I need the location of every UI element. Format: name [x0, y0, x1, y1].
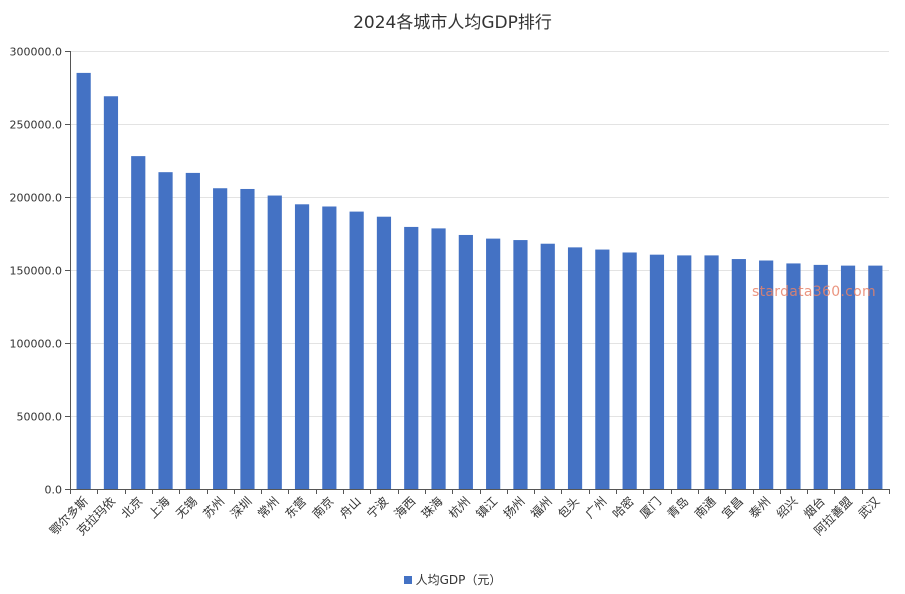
chart-title: 2024各城市人均GDP排行: [353, 13, 552, 33]
bar: [595, 249, 610, 489]
y-tick-label: 150000.0: [10, 265, 63, 278]
x-tick-label: 扬州: [500, 494, 528, 522]
y-tick-label: 0.0: [45, 484, 63, 497]
x-tick-label: 舟山: [337, 494, 364, 521]
x-tick-label: 深圳: [228, 494, 255, 521]
bar: [704, 255, 719, 489]
bar: [240, 188, 255, 489]
x-tick-label: 哈密: [609, 494, 637, 522]
x-tick-label: 厦门: [636, 494, 664, 522]
grid-lines: [70, 51, 889, 417]
bar: [267, 195, 282, 490]
bar: [103, 96, 119, 489]
bar: [622, 252, 637, 489]
x-tick-label: 海西: [391, 494, 419, 522]
bar: [376, 216, 392, 489]
bar: [158, 172, 173, 489]
x-tick-label: 福州: [527, 494, 555, 522]
x-tick-label: 无锡: [172, 494, 200, 522]
legend[interactable]: 人均GDP（元）: [0, 571, 905, 588]
x-tick-label: 苏州: [200, 494, 227, 521]
bar: [731, 259, 746, 489]
y-tick-label: 300000.0: [10, 46, 63, 59]
x-tick-label: 北京: [118, 494, 145, 521]
bar: [76, 72, 91, 490]
x-tick-label: 宜昌: [718, 494, 746, 522]
bar: [813, 264, 828, 489]
x-tick-label: 常州: [255, 494, 282, 521]
bar: [840, 265, 856, 489]
y-tick-label: 100000.0: [10, 338, 63, 351]
x-tick-label: 镇江: [473, 494, 500, 521]
bar: [131, 156, 146, 489]
bar: [185, 172, 200, 489]
x-tick-label: 南通: [691, 494, 719, 522]
bar: [349, 211, 364, 489]
x-tick-label: 上海: [145, 494, 173, 522]
bar: [513, 240, 528, 489]
bar: [213, 188, 228, 490]
watermark-text: stardata360.com: [752, 284, 876, 300]
x-tick-label: 南京: [309, 494, 337, 522]
y-axis-ticks: 0.0 50000.0 100000.0 150000.0 200000.0 250000…: [10, 46, 70, 497]
bar: [786, 263, 801, 489]
bar: [567, 247, 583, 489]
bar: [759, 260, 774, 489]
bar: [431, 228, 446, 489]
x-tick-label: 青岛: [664, 494, 692, 522]
bar: [294, 204, 310, 490]
bar: [486, 238, 501, 489]
x-tick-label: 杭州: [445, 494, 473, 522]
bar: [458, 234, 473, 489]
bar: [677, 255, 692, 489]
x-tick-label: 东营: [282, 494, 309, 521]
legend-swatch: [403, 576, 412, 584]
x-tick-label: 包头: [555, 494, 582, 521]
y-tick-label: 50000.0: [17, 411, 63, 424]
bar: [868, 265, 883, 489]
bar-series: [76, 72, 883, 490]
bar: [649, 254, 665, 489]
x-tick-label: 珠海: [418, 494, 446, 522]
x-tick-label: 泰州: [746, 494, 773, 521]
bar: [322, 206, 337, 490]
x-tick-label: 绍兴: [774, 494, 801, 521]
x-tick-label: 宁波: [363, 494, 391, 522]
x-tick-label: 武汉: [856, 494, 883, 521]
bar: [404, 226, 419, 489]
legend-label: 人均GDP（元）: [415, 573, 502, 587]
y-tick-label: 250000.0: [10, 119, 63, 132]
axes: [70, 51, 889, 490]
x-tick-label: 广州: [583, 494, 610, 521]
bar: [540, 243, 555, 489]
y-tick-label: 200000.0: [10, 192, 63, 205]
